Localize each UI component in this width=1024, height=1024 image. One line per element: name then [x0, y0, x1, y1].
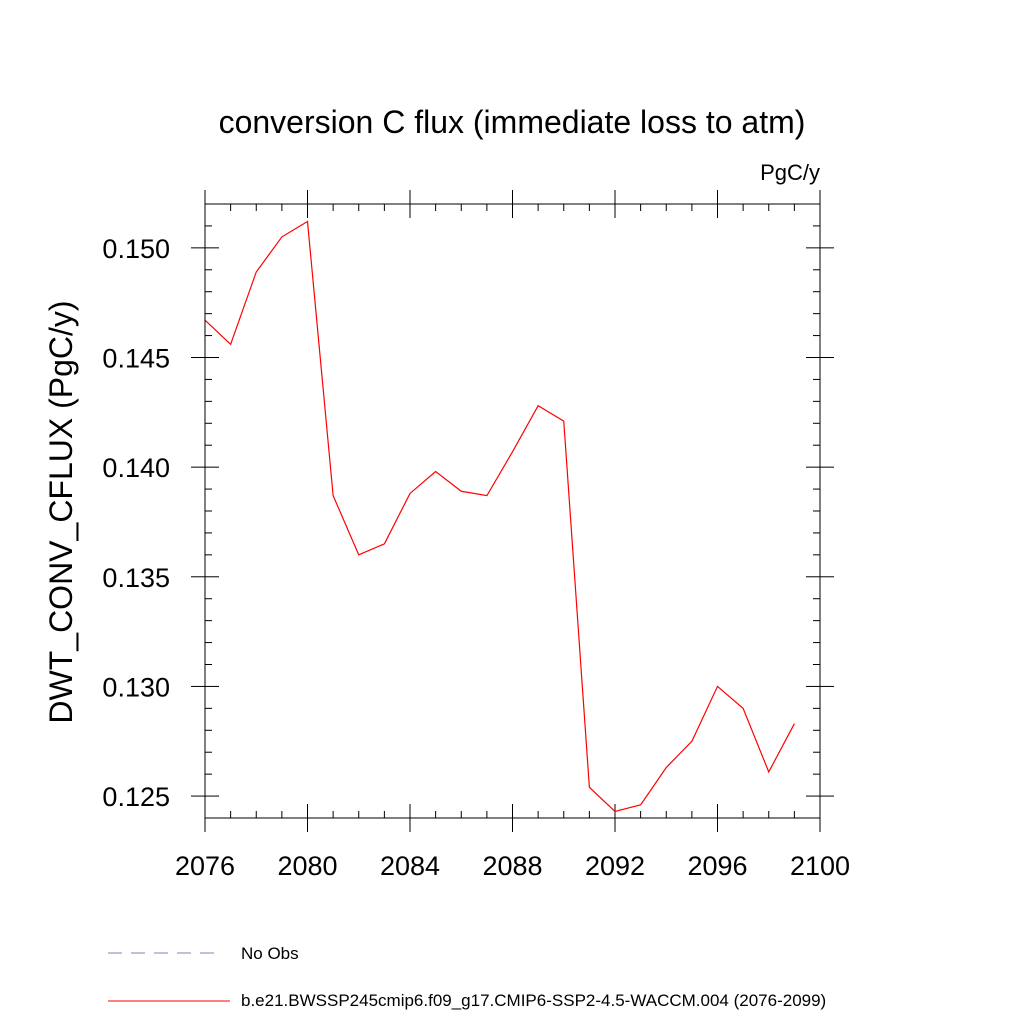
x-tick-label: 2076 [175, 851, 235, 881]
x-tick-label: 2096 [687, 851, 747, 881]
legend-label-model: b.e21.BWSSP245cmip6.f09_g17.CMIP6-SSP2-4… [241, 991, 826, 1010]
series-line [204, 220, 795, 813]
y-tick-label: 0.135 [102, 563, 170, 593]
legend: No Obs b.e21.BWSSP245cmip6.f09_g17.CMIP6… [108, 944, 826, 1010]
x-tick-label: 2092 [585, 851, 645, 881]
chart-title: conversion C flux (immediate loss to atm… [219, 104, 806, 140]
y-tick-label: 0.130 [102, 672, 170, 702]
y-tick-label: 0.150 [102, 234, 170, 264]
y-axis-label: DWT_CONV_CFLUX (PgC/y) [43, 300, 79, 723]
y-tick-label: 0.145 [102, 344, 170, 374]
y-tick-label: 0.140 [102, 453, 170, 483]
plot-frame [204, 203, 821, 819]
x-tick-label: 2080 [277, 851, 337, 881]
legend-label-no-obs: No Obs [241, 944, 299, 963]
x-tick-label: 2084 [380, 851, 440, 881]
axis-ticks: 2076 2080 2084 2088 2092 2096 2100 0.125 0.130 0.… [102, 190, 850, 881]
units-label: PgC/y [760, 160, 820, 185]
x-tick-label: 2088 [482, 851, 542, 881]
x-tick-label: 2100 [790, 851, 850, 881]
series-layer [204, 220, 795, 813]
y-tick-label: 0.125 [102, 782, 170, 812]
